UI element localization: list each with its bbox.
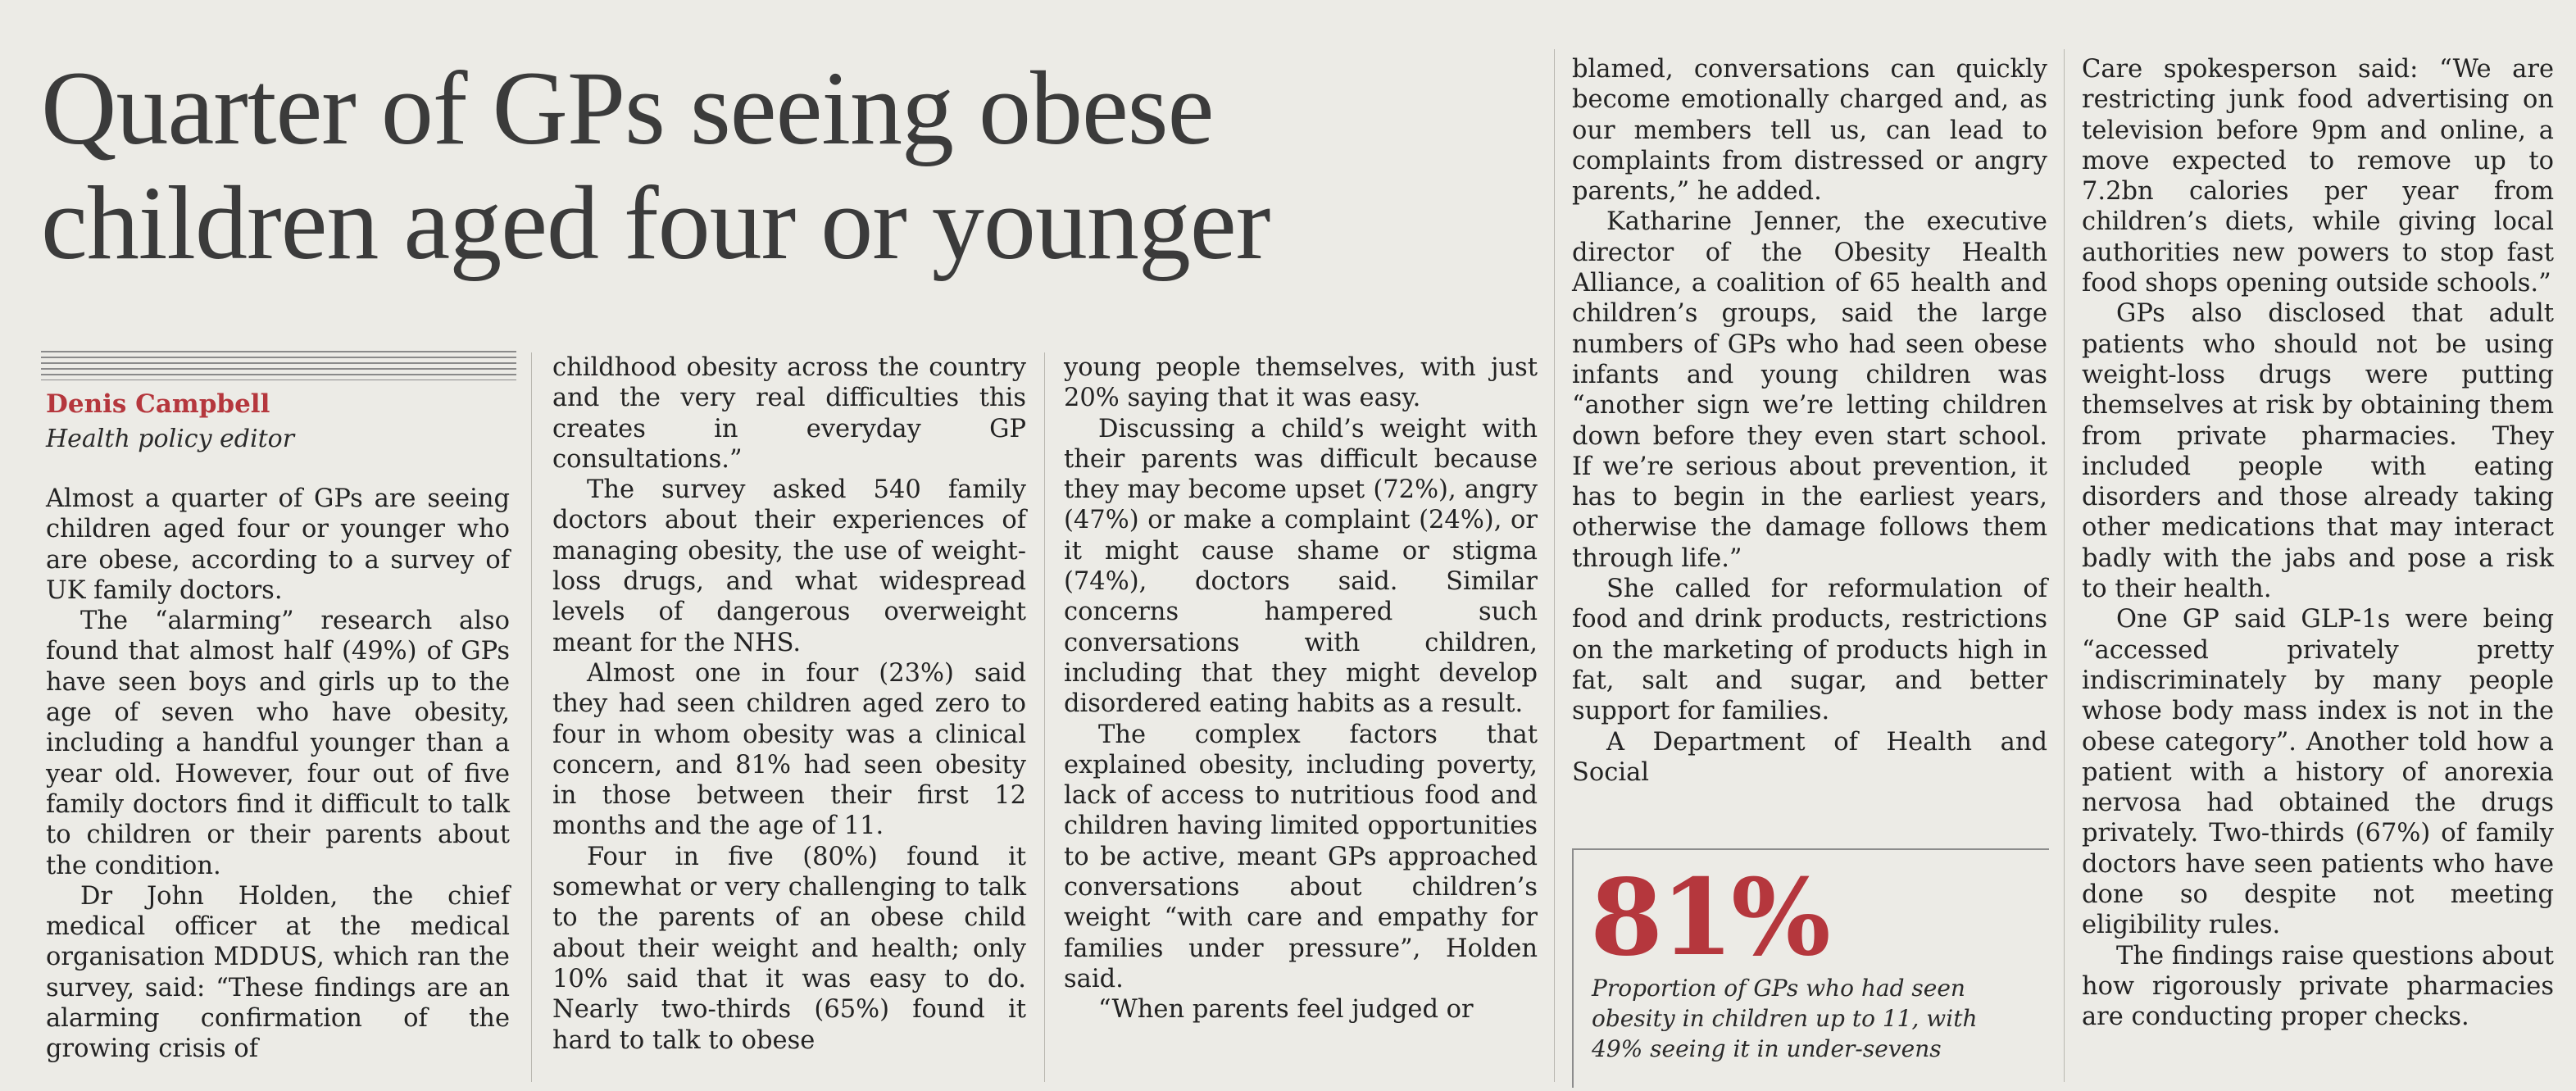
paragraph: Almost a quarter of GPs are seeing child… — [46, 484, 510, 605]
paragraph: “When parents feel judged or — [1098, 995, 1474, 1025]
headline-line-2: children aged four or younger — [41, 165, 1270, 281]
paragraph: She called for reformulation of food and… — [1572, 575, 2047, 726]
pull-quote-box: 81% Proportion of GPs who had seen obesi… — [1572, 848, 2049, 1088]
headline-line-1: Quarter of GPs seeing obese — [41, 50, 1214, 166]
byline: Denis Campbell Health policy editor — [46, 385, 521, 456]
column-1: Almost a quarter of GPs are seeing child… — [46, 484, 510, 1065]
column-divider — [531, 352, 532, 1082]
column-5: Care spokesperson said: “We are restrict… — [2082, 54, 2554, 1033]
byline-rule — [41, 351, 516, 380]
column-3: young people themselves, with just 20% s… — [1064, 352, 1538, 1025]
paragraph: Almost one in four (23%) said they had s… — [552, 658, 1026, 841]
paragraph: GPs also disclosed that adult patients w… — [2082, 299, 2554, 604]
paragraph: The “alarming” research also found that … — [46, 607, 510, 880]
author-role: Health policy editor — [46, 425, 295, 453]
column-divider — [2064, 49, 2065, 1082]
paragraph: childhood obesity across the country and… — [552, 353, 1026, 474]
column-2: childhood obesity across the country and… — [552, 352, 1026, 1056]
column-divider — [1554, 49, 1555, 1082]
author-name: Denis Campbell — [46, 389, 270, 419]
paragraph: A Department of Health and Social — [1572, 727, 2047, 787]
paragraph: blamed, conversations can quickly become… — [1572, 55, 2047, 207]
pull-quote-caption: Proportion of GPs who had seen obesity i… — [1592, 975, 1978, 1062]
paragraph: One GP said GLP-1s were being “accessed … — [2082, 605, 2554, 940]
headline: Quarter of GPs seeing obese children age… — [41, 51, 1533, 280]
paragraph: Four in five (80%) found it somewhat or … — [552, 842, 1026, 1055]
paragraph: Care spokesperson said: “We are restrict… — [2082, 55, 2554, 298]
column-divider — [1044, 352, 1045, 1082]
paragraph: Dr John Holden, the chief medical office… — [46, 881, 510, 1064]
column-4: blamed, conversations can quickly become… — [1572, 54, 2047, 788]
paragraph: The complex factors that explained obesi… — [1064, 720, 1538, 993]
paragraph: Discussing a child’s weight with their p… — [1064, 414, 1538, 719]
paragraph: The findings raise questions about how r… — [2082, 941, 2554, 1032]
paragraph: young people themselves, with just 20% s… — [1064, 353, 1538, 413]
paragraph: Katharine Jenner, the executive director… — [1572, 207, 2047, 573]
pull-quote-figure: 81% — [1590, 857, 1831, 980]
paragraph: The survey asked 540 family doctors abou… — [552, 475, 1026, 657]
